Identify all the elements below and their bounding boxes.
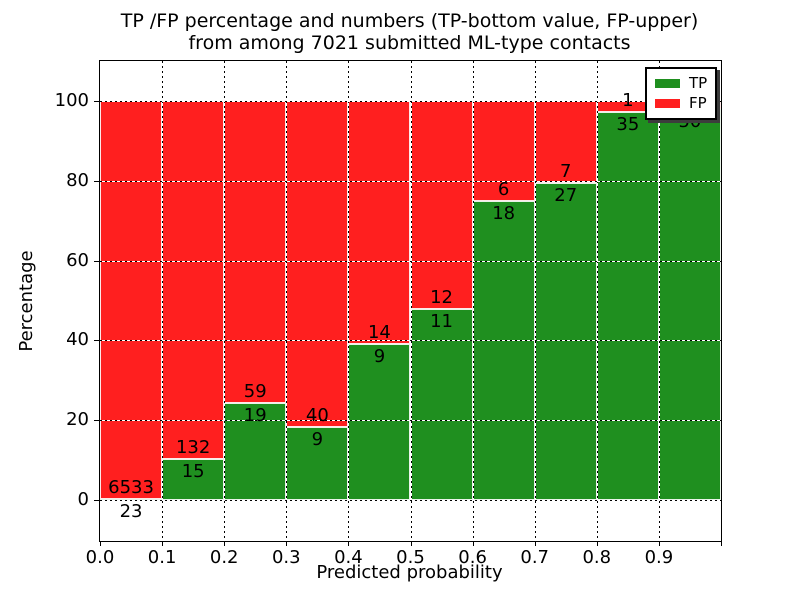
bar-segment-fp <box>286 101 349 427</box>
y-tick-label: 100 <box>54 90 89 111</box>
x-tick-mark <box>286 541 288 546</box>
y-tick-label: 20 <box>66 409 89 431</box>
bar-fp-count-label: 12 <box>430 287 453 309</box>
bar-fp-count-label: 1 <box>622 90 634 112</box>
gridline-vertical <box>472 61 474 541</box>
bar-fp-count-label: 6 <box>497 178 510 200</box>
x-tick-label: 0.1 <box>147 547 177 568</box>
bar-fp-count-label: 14 <box>367 321 391 343</box>
gridline-vertical <box>348 61 350 541</box>
x-tick-mark <box>658 541 660 546</box>
bar-tp-count-label: 9 <box>373 345 386 367</box>
legend-item-fp: FP <box>655 93 707 113</box>
bar-fp-count-label: 132 <box>175 437 211 459</box>
x-tick-mark <box>348 541 350 546</box>
y-tick-mark <box>94 180 99 182</box>
bar-tp-count-label: 23 <box>119 500 143 522</box>
bar-segment-fp <box>596 101 659 113</box>
bar-segment-tp <box>410 309 473 500</box>
bar-segment-tp <box>348 343 411 500</box>
gridline-vertical <box>162 61 164 541</box>
bar-segment-tp <box>224 402 287 500</box>
y-tick-mark <box>94 340 99 342</box>
x-tick-label: 0.9 <box>644 547 674 568</box>
bar-tp-count-label: 15 <box>181 461 205 483</box>
chart-title: TP /FP percentage and numbers (TP-bottom… <box>99 10 720 54</box>
legend-label-tp: TP <box>689 73 708 92</box>
y-tick-label: 80 <box>66 169 89 191</box>
y-tick-mark <box>94 101 99 102</box>
bar-segment-fp <box>472 101 535 201</box>
gridline-vertical <box>410 61 412 541</box>
gridline-vertical <box>534 61 536 541</box>
gridline-horizontal <box>100 180 721 182</box>
legend-item-tp: TP <box>655 73 707 93</box>
gridline-horizontal <box>100 101 721 102</box>
y-tick-label: 40 <box>66 329 89 351</box>
bar-fp-count-label: 6533 <box>108 476 154 498</box>
bar-segment-fp <box>100 101 163 499</box>
chart-title-line2: from among 7021 submitted ML-type contac… <box>188 32 631 54</box>
bar-segment-tp <box>100 498 163 500</box>
gridline-horizontal <box>100 260 721 262</box>
gridline-horizontal <box>100 420 721 422</box>
x-tick-label: 0.0 <box>85 547 115 568</box>
gridline-vertical <box>224 61 226 541</box>
bar-segment-fp <box>224 101 287 403</box>
bar-tp-count-label: 19 <box>243 404 267 426</box>
tp-color-swatch <box>655 78 680 88</box>
y-tick-mark <box>94 260 99 262</box>
x-tick-label: 0.7 <box>520 547 550 568</box>
gridline-vertical <box>286 61 288 541</box>
legend-label-fp: FP <box>689 93 707 112</box>
gridline-vertical <box>658 61 660 541</box>
gridline-vertical <box>596 61 598 541</box>
bar-tp-count-label: 9 <box>311 428 324 450</box>
x-tick-label: 0.5 <box>396 547 425 568</box>
bar-segment-tp <box>472 200 535 500</box>
x-tick-mark <box>596 541 598 546</box>
bar-fp-count-label: 59 <box>243 380 267 402</box>
fp-color-swatch <box>655 98 680 108</box>
bar-tp-count-label: 27 <box>554 185 578 207</box>
bar-segment-tp <box>534 183 597 500</box>
bar-segment-tp <box>658 108 721 500</box>
legend: TP FP <box>645 67 718 120</box>
bar-tp-count-label: 35 <box>616 114 640 136</box>
x-tick-mark <box>534 541 536 546</box>
chart-title-line1: TP /FP percentage and numbers (TP-bottom… <box>120 10 699 32</box>
x-axis-label: Predicted probability <box>316 562 503 583</box>
x-tick-label: 0.8 <box>582 547 612 568</box>
bar-tp-count-label: 18 <box>492 202 516 224</box>
y-tick-label: 0 <box>77 489 89 510</box>
x-tick-mark <box>224 541 226 546</box>
x-tick-mark <box>472 541 474 546</box>
x-tick-mark <box>721 541 722 546</box>
bar-segment-tp <box>162 459 225 500</box>
bar-segment-tp <box>286 426 349 500</box>
bar-segment-fp <box>534 101 597 184</box>
bar-fp-count-label: 7 <box>560 161 572 183</box>
x-tick-label: 0.6 <box>458 547 487 568</box>
y-tick-mark <box>94 420 99 422</box>
bar-segment-fp <box>162 101 225 460</box>
x-tick-mark <box>162 541 164 546</box>
x-tick-label: 0.2 <box>209 547 239 568</box>
gridline-horizontal <box>100 500 721 501</box>
plot-area: TP FP 6533 23 132 15 59 19 40 9 14 9 12 11 6 18 7 27 1 35… <box>99 60 722 542</box>
gridline-horizontal <box>100 340 721 342</box>
x-tick-label: 0.3 <box>271 547 301 568</box>
x-tick-label: 0.4 <box>334 547 363 568</box>
bar-segment-fp <box>410 101 473 310</box>
bar-fp-count-label: 40 <box>305 404 329 426</box>
bar-segment-tp <box>596 112 659 500</box>
bar-tp-count-label: 11 <box>430 311 453 333</box>
y-tick-mark <box>94 500 99 501</box>
y-tick-label: 60 <box>66 249 89 271</box>
bar-segment-fp <box>348 101 411 344</box>
x-tick-mark <box>410 541 412 546</box>
x-tick-mark <box>100 541 101 546</box>
y-axis-label: Percentage <box>16 250 37 352</box>
